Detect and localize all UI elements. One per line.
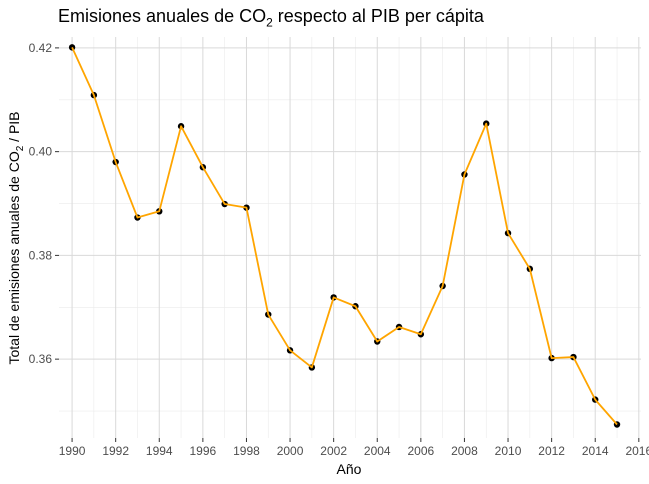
- y-tick-label: 0.38: [29, 248, 53, 262]
- x-tick-label: 2010: [495, 444, 522, 458]
- y-tick-label: 0.36: [29, 352, 53, 366]
- x-tick-label: 2000: [277, 444, 304, 458]
- y-tick-label: 0.42: [29, 41, 53, 55]
- data-points: [68, 44, 621, 428]
- x-tick-label: 2002: [320, 444, 347, 458]
- x-tick-label: 2006: [407, 444, 434, 458]
- y-tick-label: 0.40: [29, 145, 53, 159]
- x-tick-label: 1992: [102, 444, 129, 458]
- series-line: [71, 47, 618, 426]
- x-tick-label: 2012: [538, 444, 565, 458]
- grid: [59, 37, 641, 438]
- y-axis-title: Total de emisiones anuales de CO2 / PIB: [6, 111, 26, 364]
- x-tick-label: 2004: [364, 444, 391, 458]
- series-line-path: [71, 47, 618, 426]
- x-axis-title: Año: [337, 461, 362, 477]
- x-tick-label: 1998: [233, 444, 260, 458]
- y-axis-ticks: 0.36 0.38 0.40 0.42: [29, 41, 59, 366]
- x-axis-ticks: 1990 1992 1994 1996 1998 2000 2002 2004 2006 2008…: [59, 438, 649, 458]
- x-tick-label: 1994: [146, 444, 173, 458]
- x-tick-label: 2008: [451, 444, 478, 458]
- chart-title: Emisiones anuales de CO2 respecto al PIB…: [58, 6, 484, 30]
- x-tick-label: 1996: [190, 444, 217, 458]
- data-point: [68, 44, 76, 51]
- x-tick-label: 2016: [625, 444, 649, 458]
- x-tick-label: 1990: [59, 444, 86, 458]
- x-tick-label: 2014: [582, 444, 609, 458]
